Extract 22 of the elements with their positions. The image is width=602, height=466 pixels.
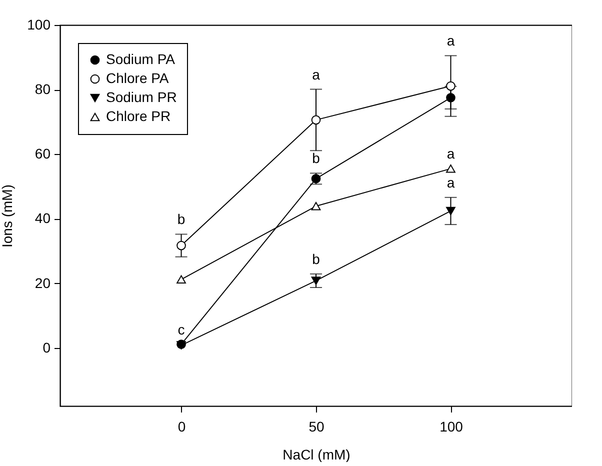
legend-label: Chlore PR — [106, 108, 171, 124]
y-tick-label: 80 — [34, 81, 51, 98]
legend-label: Sodium PA — [106, 51, 176, 67]
annotation: b — [312, 150, 320, 166]
y-tick-label: 20 — [34, 274, 51, 291]
y-tick-label: 0 — [42, 339, 51, 356]
legend-label: Chlore PA — [106, 70, 170, 86]
annotation: a — [446, 32, 455, 49]
x-tick-label: 100 — [440, 418, 464, 434]
y-tick-label: 100 — [27, 16, 51, 32]
x-tick-label: 50 — [308, 418, 324, 434]
y-axis-title: Ions (mM) — [0, 184, 16, 248]
annotation: a — [446, 174, 455, 190]
y-tick-label: 40 — [34, 210, 51, 226]
y-tick-label: 60 — [34, 146, 51, 162]
annotation: a — [312, 66, 320, 82]
x-tick-label: 0 — [178, 418, 186, 434]
annotation: b — [177, 211, 186, 228]
legend-label: Sodium PR — [106, 89, 177, 105]
annotation: c — [178, 321, 185, 338]
annotation: b — [312, 250, 320, 267]
annotation: a — [446, 146, 455, 162]
